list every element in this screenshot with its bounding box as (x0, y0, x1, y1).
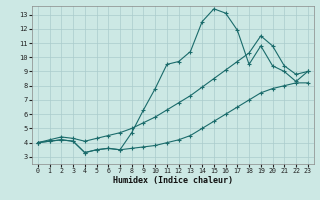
X-axis label: Humidex (Indice chaleur): Humidex (Indice chaleur) (113, 176, 233, 185)
